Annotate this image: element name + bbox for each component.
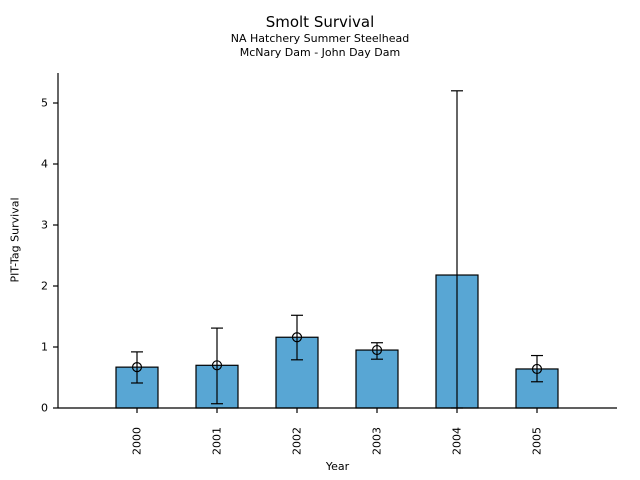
x-tick-label: 2001 xyxy=(211,427,224,455)
x-tick-label: 2005 xyxy=(531,427,544,455)
x-axis-label: Year xyxy=(325,460,350,473)
x-tick-label: 2003 xyxy=(371,427,384,455)
y-tick-label: 3 xyxy=(41,219,48,232)
y-tick-label: 1 xyxy=(41,341,48,354)
chart-subtitle-line2: McNary Dam - John Day Dam xyxy=(239,46,401,59)
point-marker xyxy=(131,362,143,373)
y-tick-label: 2 xyxy=(41,280,48,293)
x-tick-label: 2000 xyxy=(131,427,144,455)
point-marker xyxy=(531,363,543,375)
point-marker xyxy=(211,360,223,371)
point-marker xyxy=(291,332,303,343)
y-tick-label: 0 xyxy=(41,402,48,415)
point-marker xyxy=(371,344,383,356)
x-tick-label: 2002 xyxy=(291,427,304,455)
chart-title: Smolt Survival xyxy=(265,13,375,31)
x-tick-label: 2004 xyxy=(451,427,464,455)
y-tick-label: 4 xyxy=(41,158,48,171)
chart-subtitle-line1: NA Hatchery Summer Steelhead xyxy=(230,32,410,45)
y-tick-label: 5 xyxy=(41,97,48,110)
